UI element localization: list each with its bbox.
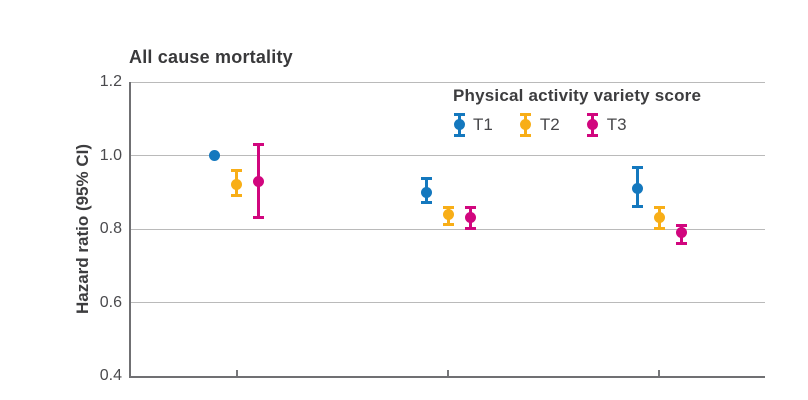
marker-t1-group-2-point <box>420 186 432 198</box>
marker-t3-group-1-point <box>253 175 265 187</box>
legend-label-t3: T3 <box>606 115 627 134</box>
error-bar-marker-icon <box>520 113 532 137</box>
marker-t2-group-1-point <box>231 179 243 191</box>
x-tick-group-3 <box>658 370 661 376</box>
y-tick-label-0.8: 0.8 <box>99 220 122 237</box>
marker-t2-group-2-ci-low-cap <box>442 223 454 227</box>
error-bar-marker-icon <box>453 113 465 137</box>
legend-entry-t2: T2 <box>520 113 560 137</box>
marker-t3-group-3-ci-high-cap <box>675 224 687 228</box>
gridline-0.6 <box>131 302 765 303</box>
legend: Physical activity variety score T1 T2 T3 <box>453 86 701 137</box>
marker-t2-group-3-point <box>653 212 665 224</box>
marker-t3-group-1-ci-low-cap <box>253 215 265 219</box>
marker-t1-group-1-point <box>209 150 221 161</box>
marker-t2-group-1-ci-high-cap <box>231 169 243 173</box>
marker-t1-group-3-ci-high-cap <box>631 165 643 169</box>
plot-area <box>129 82 765 378</box>
marker-dot-shape <box>520 119 532 130</box>
marker-t2-group-1-ci-low-cap <box>231 193 243 197</box>
legend-entries: T1 T2 T3 <box>453 113 701 137</box>
legend-entry-t1: T1 <box>453 113 493 137</box>
marker-t3-group-2-point <box>464 212 476 224</box>
x-tick-group-1 <box>235 370 238 376</box>
legend-title: Physical activity variety score <box>453 86 702 105</box>
marker-t3-group-2-ci-low-cap <box>464 227 476 230</box>
marker-t1-group-3-point <box>631 183 643 195</box>
y-axis-tick-labels: 1.2 1.0 0.8 0.6 0.4 <box>80 73 122 384</box>
marker-t1-group-3-ci-low-cap <box>631 204 643 208</box>
marker-t1-group-2-ci-low-cap <box>420 201 432 205</box>
legend-label-t2: T2 <box>539 115 560 134</box>
gridline-0.8 <box>131 228 765 230</box>
error-bar-marker-icon <box>587 113 599 137</box>
marker-t3-group-1-ci-high-cap <box>253 143 265 147</box>
marker-t3-group-2-ci-high-cap <box>464 205 476 209</box>
marker-t2-group-2-ci-high-cap <box>442 205 454 209</box>
marker-t1-group-2-ci-high-cap <box>420 176 432 180</box>
y-tick-label-1.2: 1.2 <box>99 73 122 90</box>
x-tick-group-2 <box>447 370 449 376</box>
legend-entry-t3: T3 <box>587 113 627 137</box>
legend-label-t1: T1 <box>473 115 493 134</box>
chart-title: All cause mortality <box>129 47 293 67</box>
y-tick-label-0.6: 0.6 <box>99 293 122 311</box>
y-tick-label-0.4: 0.4 <box>99 367 122 384</box>
gridline-1.2 <box>131 82 765 83</box>
marker-t2-group-3-ci-high-cap <box>653 205 665 209</box>
y-tick-label-1.0: 1.0 <box>99 146 122 164</box>
marker-t2-group-3-ci-low-cap <box>653 227 665 230</box>
marker-dot-shape <box>453 119 465 130</box>
marker-t2-group-2-point <box>442 208 454 220</box>
marker-t3-group-3-point <box>675 227 687 239</box>
gridline-1 <box>131 155 765 156</box>
marker-t3-group-3-ci-low-cap <box>675 241 687 245</box>
marker-dot-shape <box>587 119 599 130</box>
